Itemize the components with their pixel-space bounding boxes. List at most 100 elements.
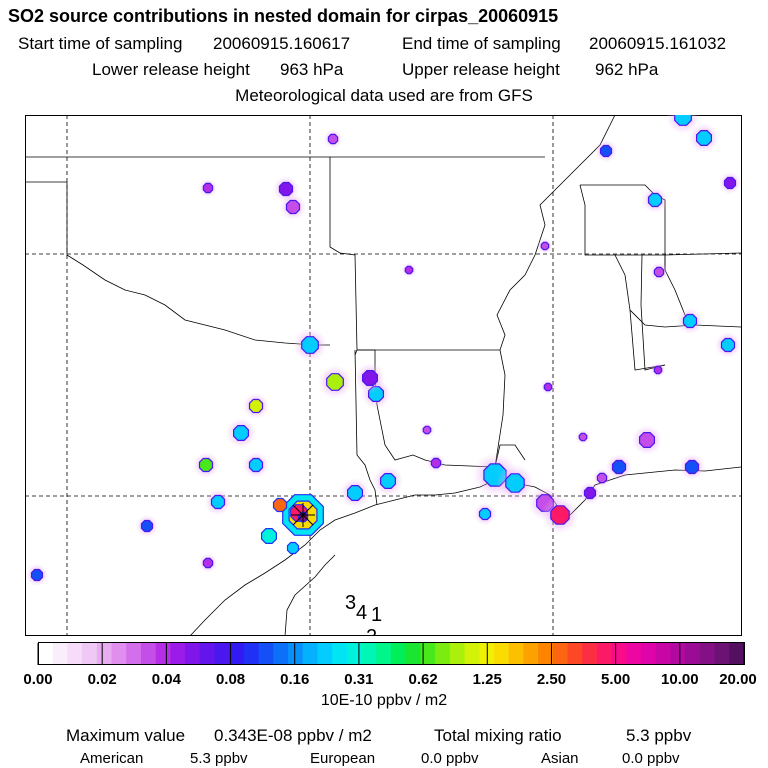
colorbar-cell — [420, 643, 436, 665]
colorbar-cell — [229, 643, 245, 665]
colorbar-cell — [508, 643, 524, 665]
plume-cell — [248, 457, 264, 473]
colorbar-cells — [38, 643, 745, 665]
colorbar-tick-label: 0.31 — [344, 671, 373, 688]
plume-cell — [695, 130, 713, 146]
colorbar-cell — [82, 643, 98, 665]
plume-cell — [723, 176, 737, 190]
map-label-4: 4 — [356, 602, 367, 624]
colorbar-cell — [243, 643, 260, 665]
plume-cell — [301, 336, 319, 354]
colorbar-tick-label: 2.50 — [537, 671, 566, 688]
start-time-value: 20060915.160617 — [213, 34, 351, 53]
asian-value: 0.0 ppbv — [622, 750, 680, 767]
colorbar-cell — [170, 643, 186, 665]
lower-height-label: Lower release height — [92, 60, 250, 79]
plume-cell — [653, 365, 663, 375]
plume-cell — [278, 181, 294, 197]
plume-cell — [198, 457, 214, 473]
colorbar-cell — [449, 643, 466, 665]
colorbar-cell — [464, 643, 480, 665]
plume-cell — [540, 241, 550, 251]
colorbar-cell — [582, 643, 598, 665]
plume-cell — [202, 557, 214, 569]
plume-cell — [638, 432, 656, 448]
plume-cell — [578, 432, 588, 442]
colorbar-cell — [567, 643, 583, 665]
colorbar-cell — [391, 643, 407, 665]
plume-cell — [611, 459, 627, 475]
colorbar-cell — [685, 643, 701, 665]
plume-cell — [583, 486, 597, 500]
american-label: American — [80, 750, 144, 767]
colorbar-cell — [96, 643, 113, 665]
plume-cell — [30, 568, 44, 582]
concentration-map: 3 4 1 2 — [25, 115, 742, 636]
colorbar-cell — [155, 643, 171, 665]
colorbar-tick-label: 10.00 — [661, 671, 699, 688]
colorbar-cell — [655, 643, 672, 665]
colorbar-tick-label: 0.16 — [280, 671, 309, 688]
colorbar-cell — [199, 643, 216, 665]
end-time-value: 20060915.161032 — [589, 34, 727, 53]
colorbar-cell — [332, 643, 348, 665]
map-label-2: 2 — [366, 626, 377, 636]
plume-cell — [140, 519, 154, 533]
colorbar-cell — [376, 643, 392, 665]
colorbar-cell — [729, 643, 745, 665]
plume-cell — [543, 382, 553, 392]
colorbar-tick-label: 5.00 — [601, 671, 630, 688]
plume-cell — [285, 199, 301, 215]
american-value: 5.3 ppbv — [190, 750, 248, 767]
colorbar-unit: 10E-10 ppbv / m2 — [320, 692, 448, 709]
colorbar-tick-label: 0.02 — [88, 671, 117, 688]
coastline — [189, 466, 742, 636]
colorbar-cell — [405, 643, 422, 665]
colorbar-cell — [288, 643, 304, 665]
plume-cell — [682, 313, 698, 329]
map-label-3: 3 — [345, 592, 356, 614]
plume-cell — [362, 370, 378, 386]
asian-label: Asian — [541, 750, 579, 767]
start-time-label: Start time of sampling — [18, 34, 183, 53]
map-label-1: 1 — [371, 604, 382, 626]
upper-height-value: 962 hPa — [595, 60, 659, 79]
colorbar-cell — [258, 643, 274, 665]
lower-height-value: 963 hPa — [280, 60, 344, 79]
state-boundaries — [25, 115, 742, 506]
plume-cell — [720, 337, 736, 353]
plume-cell — [248, 398, 264, 414]
colorbar-cell — [67, 643, 83, 665]
colorbar-cell — [670, 643, 686, 665]
plume-cell — [599, 144, 613, 158]
plume-cell — [505, 473, 525, 493]
colorbar-cell — [273, 643, 289, 665]
colorbar-cell — [52, 643, 69, 665]
plume-cell — [674, 115, 692, 126]
colorbar-cell — [596, 643, 613, 665]
colorbar-cell — [641, 643, 657, 665]
colorbar-cell — [493, 643, 510, 665]
colorbar-cell — [714, 643, 730, 665]
chart-title: SO2 source contributions in nested domai… — [8, 6, 559, 26]
plume-cell — [347, 485, 363, 501]
colorbar-cell — [346, 643, 363, 665]
plume-cell — [233, 425, 249, 441]
colorbar-cell — [126, 643, 142, 665]
colorbar-cell — [302, 643, 319, 665]
colorbar-tick-labels: 0.00 0.02 0.04 0.08 0.16 0.31 0.62 1.25 2.50 5.00… — [23, 643, 757, 688]
colorbar-tick-label: 20.00 — [719, 671, 757, 688]
colorbar: 0.00 0.02 0.04 0.08 0.16 0.31 0.62 1.25 2.50 5.00… — [23, 642, 757, 688]
total-mixing-value: 5.3 ppbv — [626, 726, 692, 745]
plume-cell — [422, 425, 432, 435]
hotspot-cell — [286, 541, 300, 555]
colorbar-tick-label: 0.08 — [216, 671, 245, 688]
colorbar-cell — [111, 643, 127, 665]
colorbar-tick-label: 0.62 — [408, 671, 437, 688]
colorbar-cell — [361, 643, 377, 665]
plume-cell — [380, 473, 396, 489]
colorbar-cell — [140, 643, 157, 665]
colorbar-tick-label: 1.25 — [473, 671, 502, 688]
source-markers — [291, 503, 315, 527]
colorbar-cell — [699, 643, 716, 665]
